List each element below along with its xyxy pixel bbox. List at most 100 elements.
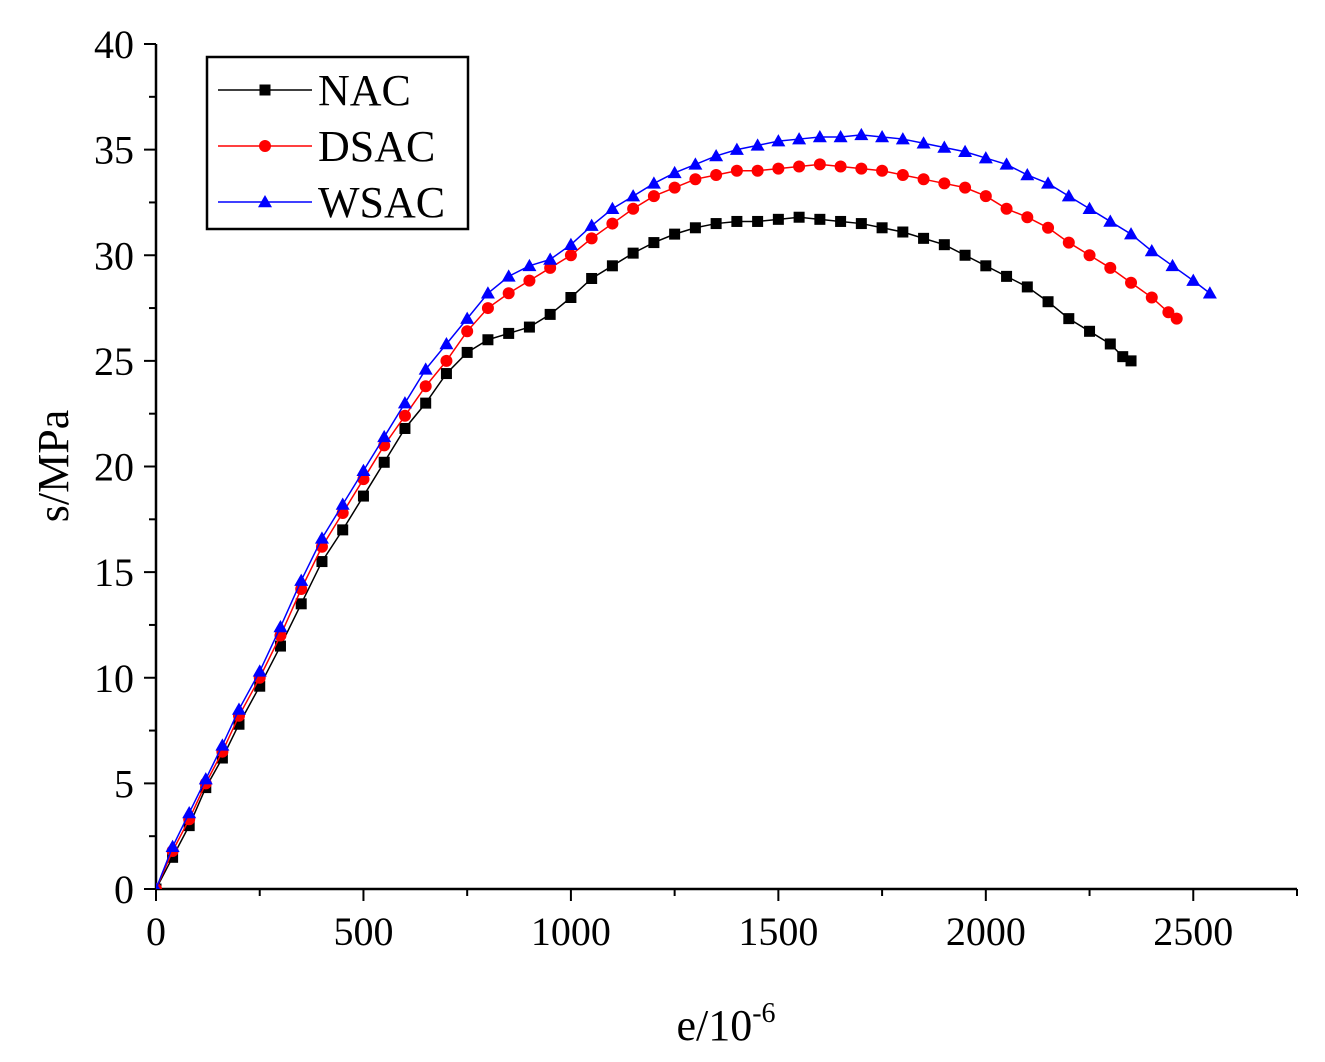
data-point-nac [544,308,556,320]
data-point-nac [1021,281,1033,293]
y-tick-label: 15 [94,550,134,595]
data-point-dsac [1000,202,1013,215]
data-point-dsac [647,190,660,203]
legend-label: WSAC [318,178,445,227]
data-point-nac [378,456,390,468]
data-point-wsac [916,136,931,149]
data-point-nac [482,334,494,346]
data-point-dsac [876,164,889,177]
data-point-dsac [855,162,868,175]
data-point-dsac [461,325,474,338]
data-point-nac [897,226,909,238]
series-nac [156,211,1137,889]
x-tick-label: 0 [146,909,166,954]
data-point-nac [689,222,701,234]
data-point-wsac [198,772,213,785]
data-point-dsac [751,164,764,177]
data-point-wsac [978,151,993,164]
legend-items: NAC DSAC WSAC [218,66,445,227]
legend-label: DSAC [318,122,435,171]
data-point-wsac [729,142,744,155]
ticks [144,43,1298,901]
data-point-nac [814,213,826,225]
data-point-wsac [688,157,703,170]
x-tick-label: 1000 [531,909,611,954]
data-point-dsac [668,181,681,194]
data-point-wsac [1103,214,1118,227]
data-point-wsac [1144,244,1159,257]
data-point-nac [586,272,598,284]
data-point-wsac [771,134,786,147]
data-point-nac [1084,325,1096,337]
data-point-nac [503,327,515,339]
data-point-wsac [522,258,537,272]
data-point-nac [565,292,577,303]
data-point-nac [461,346,473,358]
data-point-wsac [937,140,952,153]
data-point-wsac [999,157,1014,170]
data-point-nac [1063,313,1075,325]
data-point-nac [855,218,867,230]
data-point-nac [1042,296,1054,308]
data-point-dsac [938,177,951,190]
series-line-wsac [156,134,1211,889]
data-point-wsac [1165,258,1180,272]
data-point-dsac [1083,249,1096,262]
series-line-nac [156,216,1132,889]
data-point-wsac [156,882,160,889]
data-point-nac [254,680,266,692]
data-point-nac [337,524,349,536]
data-point-nac [731,215,743,227]
data-point-wsac [397,396,412,409]
data-point-wsac [294,573,309,586]
data-point-dsac [917,173,930,186]
data-point-wsac [812,129,827,143]
data-point-wsac [1186,273,1201,286]
x-axis-label-text: e/10 [676,1001,752,1050]
data-point-wsac [626,189,641,202]
series-line-dsac [156,163,1178,889]
y-tick-label: 40 [94,22,134,67]
data-point-wsac [215,738,230,751]
data-point-nac [523,321,535,333]
data-point-dsac [1162,306,1175,319]
y-tick-label: 35 [94,128,134,173]
data-point-nac [772,213,784,225]
y-tick-label: 30 [94,233,134,278]
data-point-dsac [1062,236,1075,249]
data-point-nac [918,232,930,244]
tick-labels: 0 500 1000 1500 2000 2500 0 5 10 15 20 25 30 35 40 [94,22,1233,954]
data-point-wsac [273,620,288,633]
legend-swatch-marker [259,140,271,152]
data-point-nac [793,211,805,223]
data-point-wsac [460,311,475,324]
y-tick-label: 10 [94,656,134,701]
data-point-wsac [165,839,180,852]
data-point-nac [669,228,681,240]
data-point-nac [1001,270,1013,282]
data-point-wsac [667,165,682,179]
data-point-wsac [1020,167,1035,181]
y-tick-label: 25 [94,339,134,384]
legend-item-nac: NAC [218,66,411,115]
data-point-dsac [772,162,785,175]
data-point-dsac [689,173,702,186]
data-point-nac [752,215,764,227]
data-point-wsac [584,218,599,231]
data-point-nac [216,752,228,764]
y-tick-label: 5 [114,761,134,806]
data-point-nac [316,556,328,568]
data-point-wsac [335,497,350,510]
data-point-wsac [792,132,807,145]
data-point-dsac [834,160,847,173]
data-point-nac [980,260,992,272]
data-point-nac [233,718,245,730]
data-point-wsac [501,269,516,282]
legend-item-wsac: WSAC [218,178,445,227]
legend-label: NAC [318,66,411,115]
data-point-nac [1104,338,1116,350]
data-point-wsac [231,702,246,715]
data-point-dsac [564,249,577,262]
data-point-nac [938,239,950,251]
